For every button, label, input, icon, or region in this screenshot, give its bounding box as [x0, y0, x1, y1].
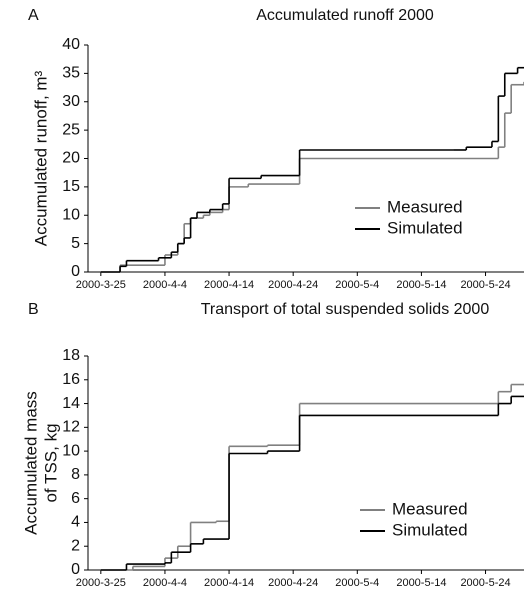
x-tick-label: 2000-5-4 — [335, 577, 379, 589]
y-tick-label: 2 — [71, 537, 80, 554]
x-tick-label: 2000-4-14 — [204, 279, 254, 291]
y-tick-label: 10 — [62, 206, 80, 223]
y-tick-label: 18 — [62, 347, 80, 364]
x-tick-label: 2000-5-14 — [396, 279, 446, 291]
legend-label: Measured — [387, 197, 463, 216]
y-tick-label: 15 — [62, 178, 80, 195]
y-tick-label: 14 — [62, 395, 80, 412]
y-tick-label: 30 — [62, 93, 80, 110]
y-tick-label: 35 — [62, 65, 80, 82]
legend-label: Simulated — [392, 520, 468, 539]
y-tick-label: 25 — [62, 121, 80, 138]
y-tick-label: 20 — [62, 150, 80, 167]
y-tick-label: 0 — [71, 561, 80, 578]
panel: B Transport of total suspended solids 200… — [21, 301, 524, 589]
x-tick-label: 2000-5-24 — [460, 279, 510, 291]
y-tick-label: 8 — [71, 466, 80, 483]
legend-label: Simulated — [387, 218, 463, 237]
y-tick-label: 40 — [62, 36, 80, 53]
panel: A Accumulated runoff 2000 Accumulated runo… — [28, 7, 524, 291]
legend-label: Measured — [392, 499, 468, 518]
chart-title: Accumulated runoff 2000 — [256, 7, 434, 24]
x-tick-label: 2000-3-25 — [76, 577, 126, 589]
chart-title: Transport of total suspended solids 2000 — [201, 301, 490, 318]
y-axis-label: Accumulated mass — [21, 391, 40, 535]
x-tick-label: 2000-3-25 — [76, 279, 126, 291]
x-tick-label: 2000-4-14 — [204, 577, 254, 589]
x-tick-label: 2000-5-14 — [396, 577, 446, 589]
panel-label: B — [28, 301, 39, 318]
y-tick-label: 10 — [62, 442, 80, 459]
y-tick-label: 12 — [62, 419, 80, 436]
x-tick-label: 2000-5-4 — [335, 279, 379, 291]
x-tick-label: 2000-4-24 — [268, 279, 318, 291]
x-tick-label: 2000-4-4 — [143, 577, 187, 589]
y-tick-label: 4 — [71, 514, 80, 531]
x-tick-label: 2000-5-24 — [460, 577, 510, 589]
y-axis-label: of TSS, kg — [41, 423, 60, 502]
y-axis-label: Accumulated runoff, m³ — [31, 70, 50, 246]
x-tick-label: 2000-4-24 — [268, 577, 318, 589]
y-tick-label: 0 — [71, 263, 80, 280]
panel-label: A — [28, 7, 39, 24]
y-tick-label: 6 — [71, 490, 80, 507]
y-tick-label: 16 — [62, 371, 80, 388]
y-tick-label: 5 — [71, 235, 80, 252]
x-tick-label: 2000-4-4 — [143, 279, 187, 291]
